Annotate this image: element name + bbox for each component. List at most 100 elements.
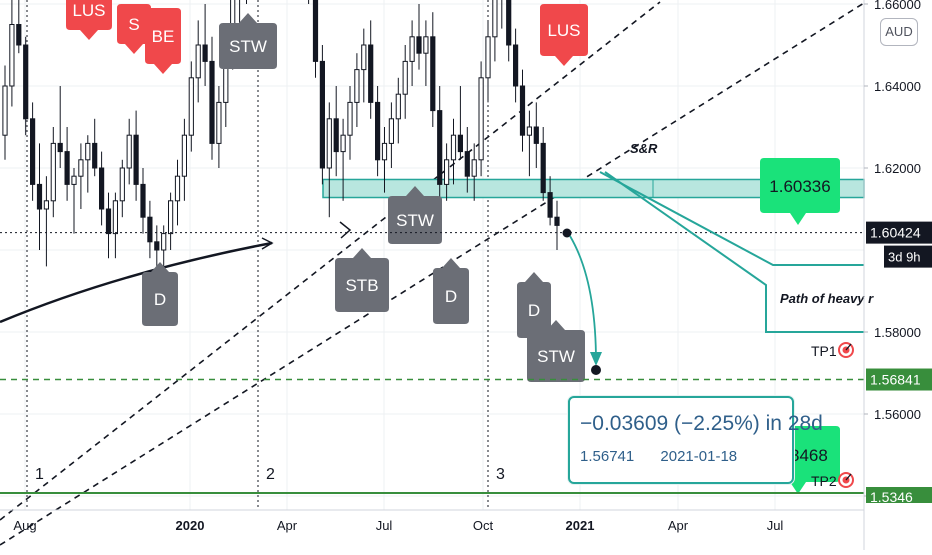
candle-body — [168, 200, 174, 235]
projection-end-dot — [591, 365, 601, 375]
currency-chip[interactable]: AUD — [880, 18, 918, 46]
candle-body — [23, 44, 29, 120]
badge-label: STW — [396, 211, 434, 230]
badge-be: BE — [145, 8, 181, 74]
tp2-price-label: 1.5346 — [866, 487, 932, 505]
candle-body — [485, 36, 491, 79]
badge-shape — [145, 8, 181, 74]
candle-body — [464, 151, 470, 177]
badge-label: STB — [345, 276, 378, 295]
tp1-label: TP1 — [811, 343, 837, 359]
candle-body — [444, 159, 450, 185]
candle-body — [64, 151, 70, 185]
tp2-price-text: 1.5346 — [870, 489, 913, 505]
badge-s: S — [117, 4, 151, 54]
tp1-price-text: 1.56841 — [870, 372, 921, 388]
time-tick-label: 2020 — [176, 518, 205, 533]
arc-arrowhead-2 — [339, 221, 352, 239]
candle-body — [388, 118, 394, 144]
candle-body — [540, 142, 546, 194]
badge-stb: STB — [335, 248, 389, 312]
candle-body — [554, 216, 560, 226]
candle-body — [209, 60, 215, 144]
badge-shape — [527, 320, 585, 382]
tp2-price-box — [866, 487, 932, 503]
candle-body — [2, 85, 8, 136]
candle-body — [30, 118, 36, 185]
tp1-price-box — [866, 368, 932, 391]
candle-body — [216, 101, 222, 144]
price-axis[interactable]: 1.660001.640001.620001.580001.560001.540… — [863, 0, 932, 550]
partial-target-badge: 8468 — [780, 426, 840, 494]
candle-body — [57, 142, 63, 153]
time-axis[interactable]: Aug 2020 Apr Jul Oct 2021 Apr Jul — [0, 509, 864, 533]
time-tick-label: Jul — [767, 518, 784, 533]
badge-shape — [517, 272, 551, 338]
current-price-label: 1.60424 — [866, 221, 932, 244]
badge-label: D — [154, 290, 166, 309]
candle-body — [188, 77, 194, 136]
candle-body — [195, 44, 201, 79]
countdown-box — [884, 245, 932, 268]
badge-lus: LUS — [66, 0, 112, 40]
candle-body — [112, 200, 119, 235]
candle-body — [174, 175, 181, 202]
sr-label: S&R — [630, 141, 658, 156]
current-price-text: 1.60424 — [870, 225, 921, 241]
candle-body — [478, 77, 484, 161]
candle-body — [9, 24, 15, 87]
trendline-layer — [0, 1, 865, 546]
partial-badge-label: 8468 — [790, 446, 828, 465]
badge-d: D — [142, 262, 178, 326]
candle-body — [547, 192, 553, 218]
candle-body — [430, 36, 436, 112]
candle-body — [133, 134, 139, 185]
tp2-label: TP2 — [811, 473, 837, 489]
candle-body — [381, 142, 388, 161]
badge-shape — [335, 248, 389, 312]
candle-body — [36, 183, 43, 210]
candle-body — [361, 44, 367, 71]
badges-layer: LUS S BE STW LUS STW STB D D D STW — [66, 0, 588, 382]
wave-number: 3 — [496, 466, 505, 483]
badge-shape — [433, 258, 469, 324]
measure-change-text: −0.03609 (−2.25%) in 28d — [580, 412, 823, 435]
badge-label: D — [528, 301, 540, 320]
candle-body — [85, 142, 91, 161]
candle-body — [16, 24, 22, 46]
candle-body — [354, 69, 360, 103]
price-tick-label: 1.64000 — [874, 79, 921, 94]
candle-body — [181, 134, 188, 177]
candle-body — [519, 85, 526, 136]
candle-body — [105, 208, 112, 235]
target-arrow — [845, 473, 852, 481]
candle-body — [506, 0, 512, 46]
projection-arrowhead — [590, 352, 602, 366]
candle-body — [340, 134, 346, 153]
trendline-middle — [0, 2, 865, 546]
current-price-box — [866, 221, 932, 244]
badge-shape — [219, 13, 277, 69]
path-line-1 — [599, 171, 864, 266]
target-arrow — [845, 343, 852, 351]
wave-number: 2 — [266, 466, 275, 483]
candle-body — [99, 167, 105, 210]
badge-stw: STW — [388, 186, 442, 244]
time-tick-label: Aug — [13, 518, 36, 533]
candle-body — [319, 60, 325, 169]
candle-body — [423, 36, 429, 54]
projection-arrow — [569, 235, 597, 363]
candle-body — [409, 36, 415, 62]
candle-body — [312, 0, 319, 62]
trendline-upper — [0, 1, 661, 521]
time-tick-label: Jul — [376, 518, 393, 533]
badge-d: D — [517, 272, 551, 338]
target-badge-shape — [760, 158, 840, 225]
badge-shape — [66, 0, 112, 40]
badge-label: BE — [152, 27, 175, 46]
candle-body — [492, 0, 498, 38]
measure-detail-text: 1.56741 2021-01-18 — [580, 448, 759, 465]
badge-label: LUS — [547, 21, 580, 40]
